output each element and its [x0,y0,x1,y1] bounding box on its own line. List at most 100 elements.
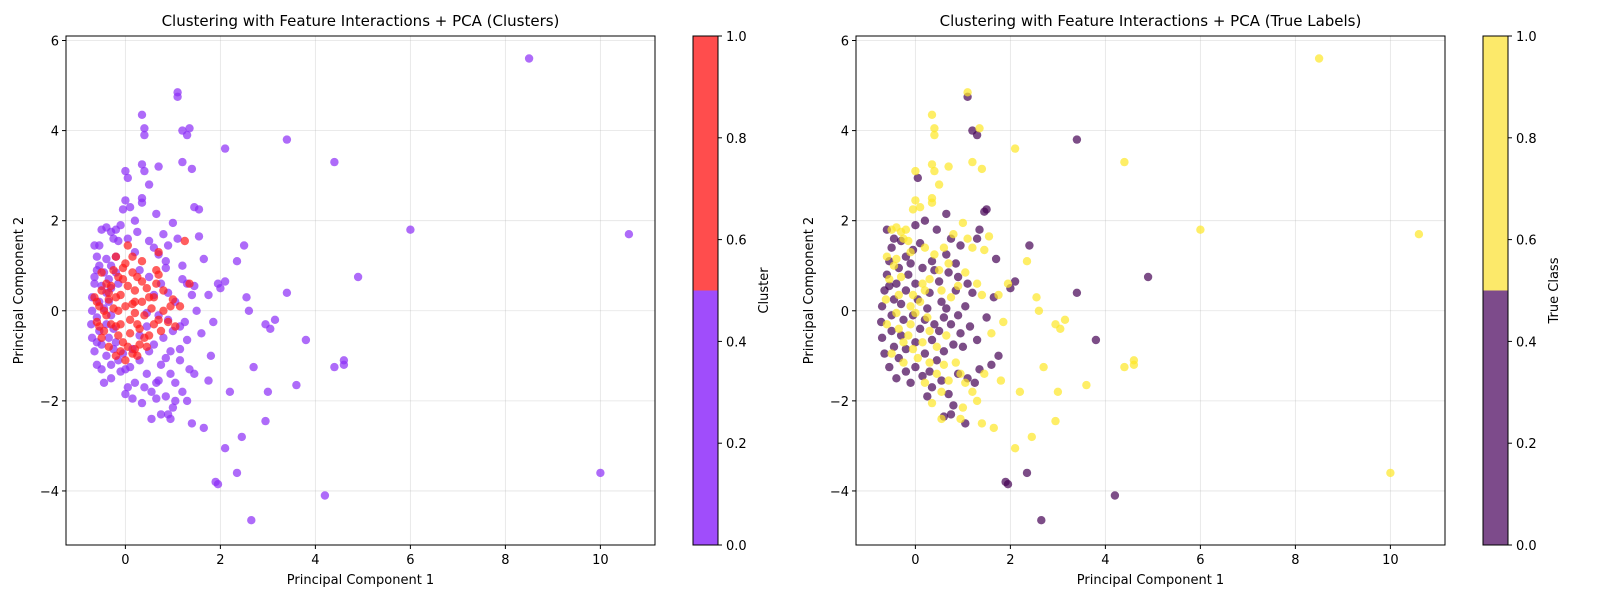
data-point-class-0 [171,396,180,406]
data-point-class-1 [951,358,960,367]
data-point-class-1 [906,320,915,329]
data-point-class-0 [934,277,944,286]
data-point-class-1 [911,166,920,176]
data-point-class-0 [1037,516,1046,525]
x-tick-label: 10 [592,553,609,568]
data-point-class-1 [908,290,918,300]
data-point-class-0 [918,263,927,273]
data-point-class-1 [116,347,125,356]
data-point-class-1 [123,281,132,291]
x-tick-label: 10 [1382,553,1399,568]
data-point-class-0 [982,205,991,214]
data-point-class-0 [266,324,275,333]
data-point-class-0 [885,362,894,372]
data-point-class-0 [142,322,151,331]
data-point-class-1 [175,302,185,311]
data-point-class-1 [889,261,899,270]
data-point-class-1 [958,218,968,228]
data-point-class-1 [906,248,915,257]
data-point-class-1 [1120,157,1129,167]
data-point-class-1 [915,203,925,212]
data-point-class-0 [892,374,901,383]
data-point-class-1 [958,403,968,412]
data-point-class-0 [292,380,301,390]
data-point-class-1 [140,311,149,320]
data-point-class-0 [123,173,132,183]
data-point-class-1 [1314,54,1324,63]
colorbar-tick-label: 0.4 [726,335,747,350]
data-point-class-0 [982,313,991,322]
data-point-class-0 [187,290,197,300]
data-point-class-0 [942,250,951,259]
data-point-class-0 [239,241,249,250]
data-point-class-0 [232,257,242,266]
data-point-class-0 [932,356,941,365]
data-point-class-1 [911,308,920,318]
data-point-class-1 [1082,380,1091,390]
data-point-class-0 [949,340,958,349]
y-tick-label: −4 [830,485,849,500]
data-point-class-1 [920,378,930,387]
data-point-class-1 [961,378,970,387]
data-point-class-0 [1143,272,1153,282]
data-point-class-1 [968,387,977,396]
data-point-class-1 [972,279,982,288]
chart-title: Clustering with Feature Interactions + P… [162,12,560,30]
data-point-class-1 [125,329,135,338]
colorbar-tick-label: 0.2 [726,437,747,452]
data-point-class-0 [140,124,149,133]
data-point-class-0 [932,225,941,234]
data-point-class-0 [994,351,1003,360]
data-point-class-1 [899,338,908,347]
data-point-class-0 [213,279,223,288]
x-tick-label: 8 [501,553,509,568]
colorbar-label: Cluster [757,267,772,314]
data-point-class-0 [161,353,170,363]
data-point-class-1 [937,387,946,396]
data-point-class-1 [908,205,918,214]
data-point-class-0 [887,326,896,336]
data-point-class-1 [944,376,953,385]
data-point-class-0 [956,329,965,338]
data-point-class-0 [970,378,979,387]
data-point-class-0 [877,333,887,342]
data-point-class-0 [178,275,187,284]
data-point-class-1 [927,398,937,408]
y-tick-label: 6 [841,35,849,50]
data-point-class-1 [904,236,913,246]
data-point-class-0 [923,304,932,313]
data-point-class-0 [987,360,996,369]
data-point-class-1 [913,353,922,363]
data-point-class-0 [204,376,213,385]
data-point-class-1 [1010,144,1020,153]
data-point-class-1 [137,257,147,266]
data-point-class-0 [159,333,168,342]
colorbar-frame [692,35,719,546]
data-point-class-1 [946,293,956,302]
data-point-class-0 [121,166,130,176]
data-point-class-0 [901,344,911,354]
data-point-class-0 [972,234,982,243]
data-point-class-1 [1056,324,1065,333]
data-point-class-1 [882,320,892,329]
data-point-class-1 [918,279,927,288]
data-point-class-0 [887,243,896,252]
data-point-class-0 [147,387,156,396]
data-point-class-0 [206,351,216,360]
data-point-class-0 [135,266,144,275]
data-point-class-0 [173,234,182,243]
data-point-class-1 [968,157,977,167]
x-axis-label: Principal Component 1 [287,573,434,588]
data-point-class-1 [111,293,121,302]
data-point-class-0 [1003,480,1013,489]
data-point-class-1 [989,423,998,433]
data-point-class-0 [406,225,415,234]
data-point-class-0 [173,92,182,102]
colorbar-tick-label: 0.8 [726,132,747,147]
data-point-class-1 [1129,360,1139,369]
data-point-class-1 [984,232,994,241]
data-point-class-0 [121,196,130,205]
data-point-class-0 [956,241,965,250]
data-point-class-0 [975,225,984,234]
data-point-class-0 [261,416,270,426]
